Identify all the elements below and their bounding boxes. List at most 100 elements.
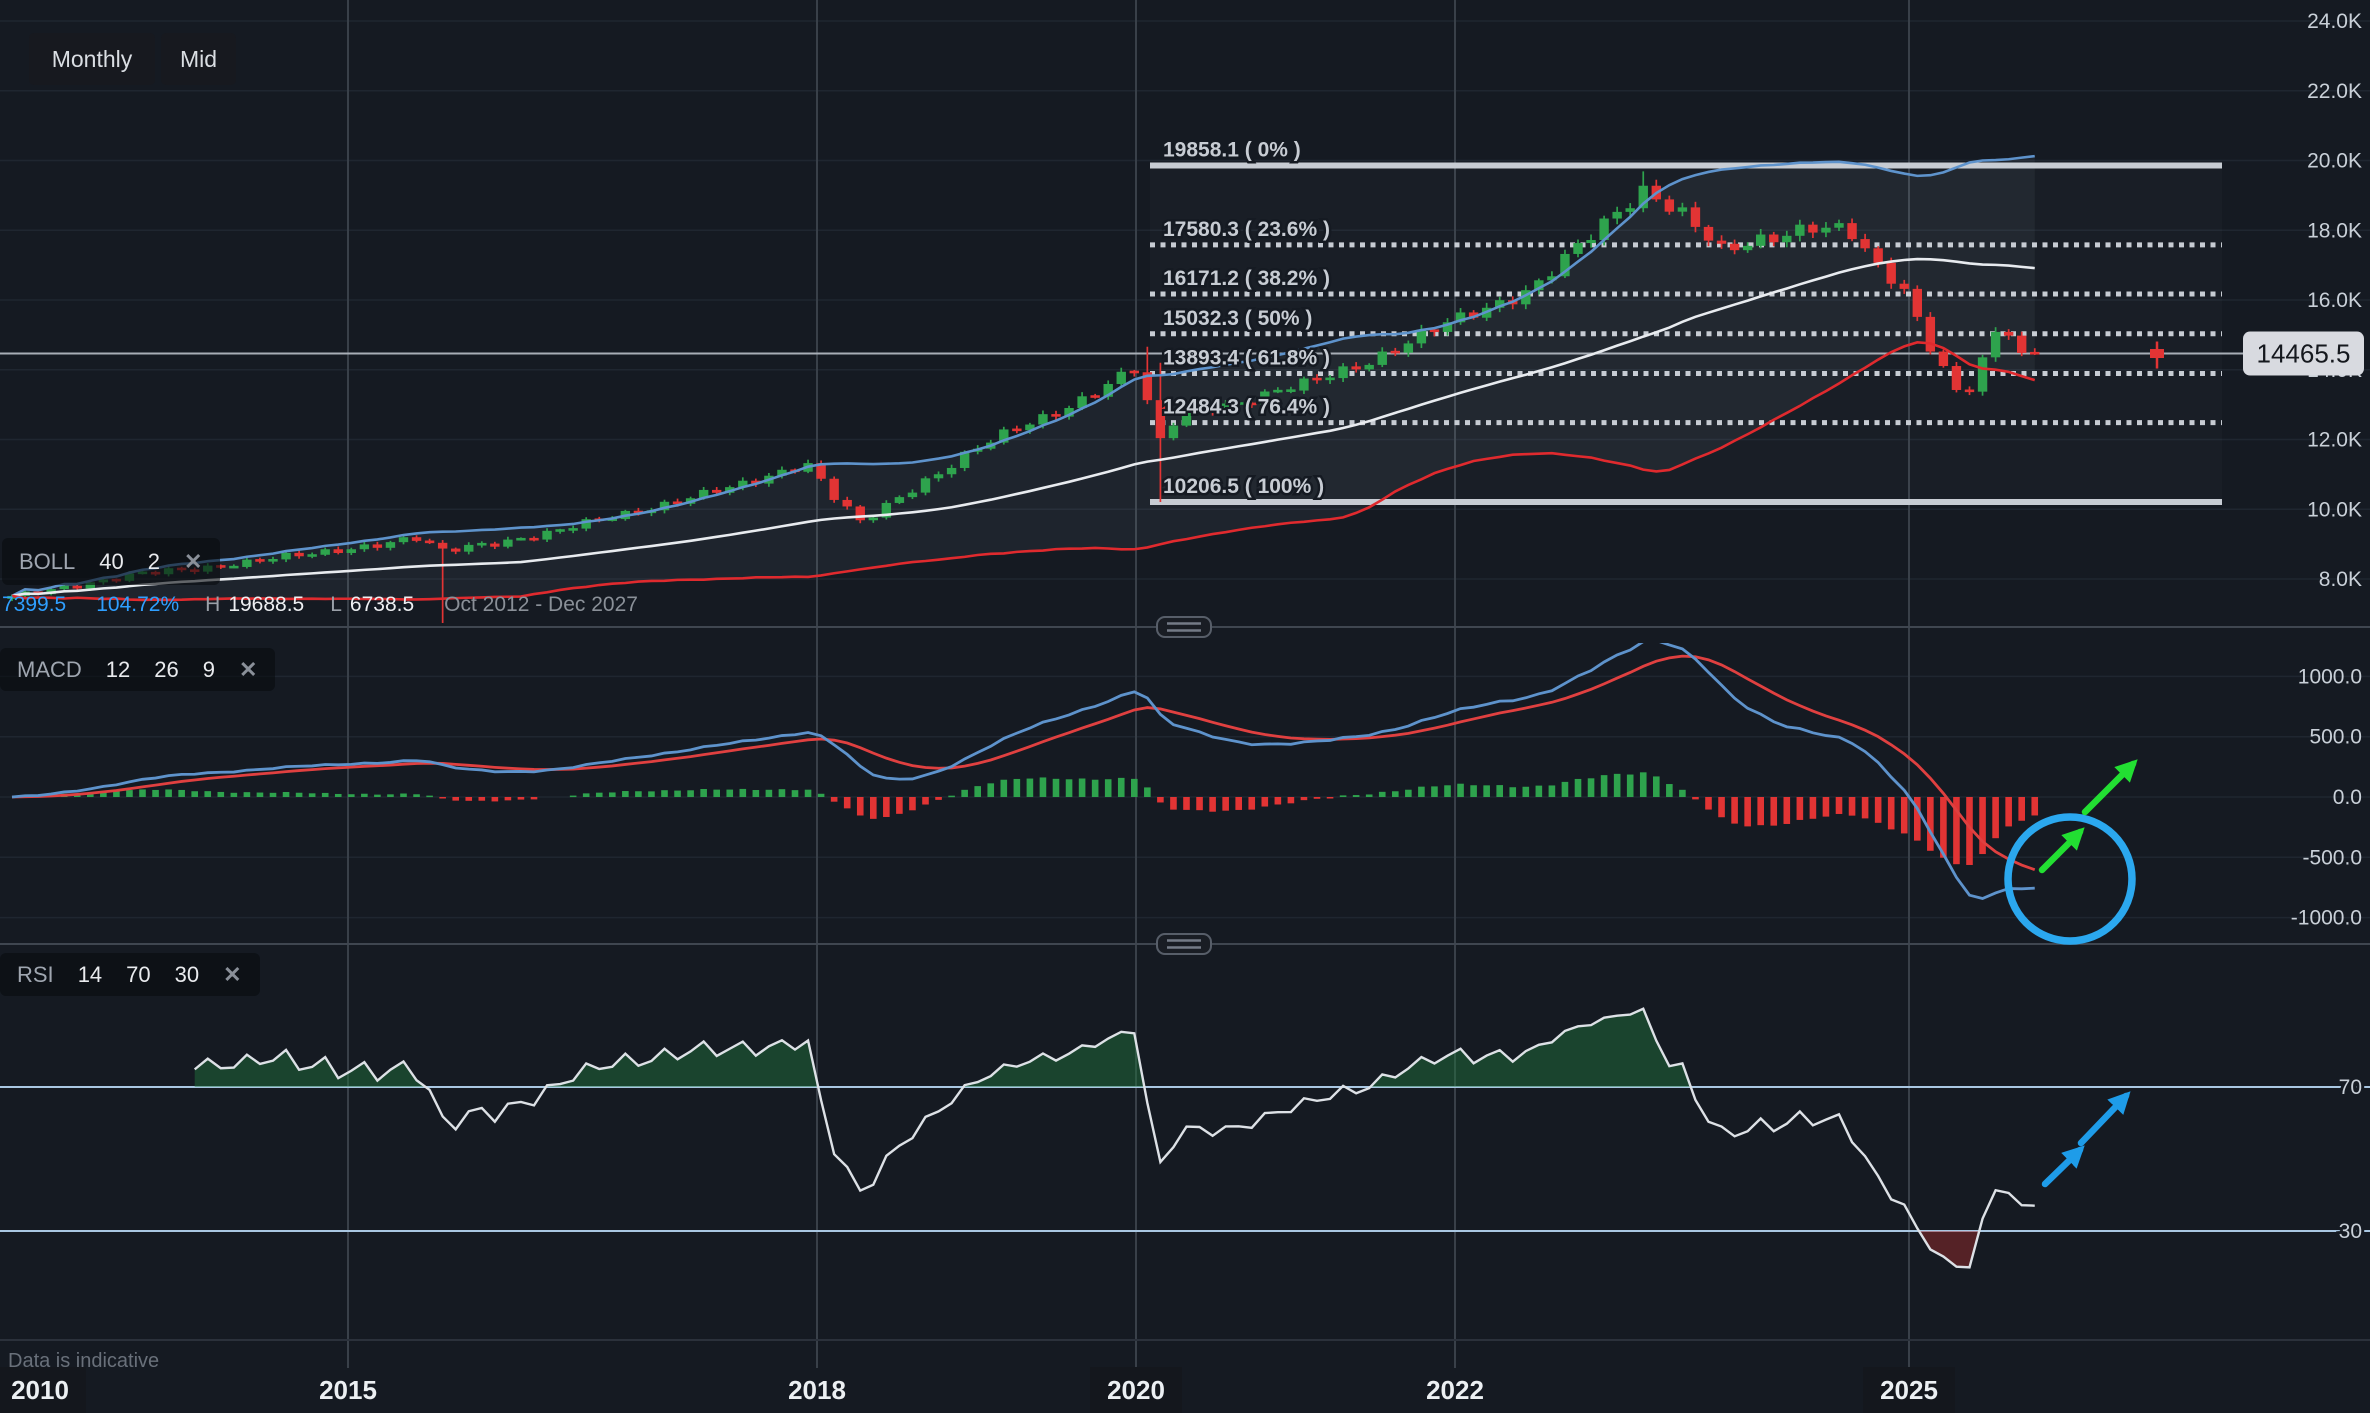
annotation-green-arrow [2081, 759, 2138, 816]
macd-signal-line [11, 654, 2036, 871]
candle [503, 539, 513, 547]
macd-hist-bar [413, 794, 420, 797]
candle [542, 530, 552, 540]
macd-hist-bar [1953, 797, 1960, 865]
candle [1912, 288, 1922, 317]
price-type-button[interactable]: Mid [161, 33, 236, 85]
price-axis-label: 24.0K [2307, 10, 2362, 33]
candle [1729, 243, 1740, 251]
macd-hist-bar [883, 797, 890, 817]
macd-hist-bar [1874, 797, 1882, 823]
candle [855, 506, 865, 521]
rsi-close-icon[interactable]: ✕ [223, 961, 242, 987]
macd-hist-bar [204, 791, 212, 797]
macd-hist-bar [87, 792, 94, 797]
panel-resize-handle[interactable] [1156, 933, 1212, 955]
candle [1599, 218, 1609, 240]
macd-hist-bar [1287, 797, 1295, 804]
macd-axis-label: 0.0 [2333, 786, 2362, 809]
rsi-overbought-fill [194, 1008, 2035, 1087]
candle [712, 489, 722, 493]
macd-hist-bar [2031, 797, 2039, 816]
macd-param-signal: 9 [202, 656, 215, 682]
macd-hist-bar [713, 789, 720, 797]
x-label-chip [0, 1367, 86, 1413]
candle [816, 463, 826, 479]
macd-hist-bar [1796, 797, 1804, 820]
candle [1155, 400, 1166, 439]
bollinger-band-fill [12, 156, 2035, 600]
rsi-panel [0, 1007, 2370, 1269]
macd-hist-bar [870, 797, 877, 819]
panel-resize-handle[interactable] [1156, 616, 1212, 638]
macd-hist-bar [948, 795, 955, 798]
macd-hist-bar [1091, 779, 1099, 797]
candle [1847, 223, 1857, 240]
ohlc-info-line: 7399.5 104.72% H 19688.5 L 6738.5 Oct 20… [2, 591, 638, 618]
candle [1038, 414, 1048, 425]
macd-hist-bar [1144, 787, 1151, 797]
candle [1977, 357, 1988, 392]
candle [477, 542, 487, 546]
candle [1925, 316, 1936, 352]
candle [1560, 253, 1570, 277]
annotation-blue-arrow [2041, 1145, 2085, 1188]
candle [1351, 366, 1361, 370]
macd-axis-label: 500.0 [2309, 726, 2362, 749]
macd-axis-label: -500.0 [2302, 846, 2362, 869]
macd-hist-bar [856, 797, 864, 816]
macd-hist-bar [1235, 797, 1242, 810]
interval-button[interactable]: Monthly [29, 33, 155, 85]
rsi-param-os: 30 [174, 961, 200, 987]
macd-hist-bar [1313, 797, 1321, 799]
macd-hist-bar [609, 792, 616, 797]
macd-hist-bar [1522, 786, 1530, 797]
macd-hist-bar [582, 793, 590, 797]
macd-hist-bar [439, 797, 446, 799]
x-label-chip [1090, 1367, 1182, 1413]
macd-name: MACD [17, 656, 82, 682]
candle [1194, 404, 1205, 408]
macd-close-icon[interactable]: ✕ [239, 656, 258, 682]
boll-close-icon[interactable]: ✕ [184, 548, 203, 574]
macd-hist-bar [1535, 785, 1543, 797]
macd-hist-bar [1574, 778, 1582, 797]
fib-level-label: 19858.1 ( 0% ) [1163, 138, 1301, 161]
candle [738, 480, 748, 488]
macd-axis-label: 1000.0 [2298, 665, 2362, 688]
macd-hist-bar [1731, 797, 1738, 824]
macd-hist-bar [569, 795, 577, 798]
macd-hist-bar [843, 797, 851, 809]
fib-level-label: 13893.4 ( 61.8% ) [1163, 346, 1330, 369]
info-high-value: 19688.5 [228, 592, 305, 616]
macd-hist-bar [334, 793, 342, 797]
macd-hist-bar [1914, 797, 1921, 841]
macd-hist-bar [1431, 786, 1438, 797]
candle [1834, 223, 1844, 228]
last-price-tag: 14465.5 [2243, 331, 2364, 376]
macd-hist-bar [1274, 797, 1282, 805]
price-panel [0, 154, 2243, 623]
candle [2030, 351, 2040, 355]
macd-hist-bar [165, 789, 172, 797]
macd-hist-bar [1783, 797, 1791, 824]
candle [268, 559, 278, 562]
rsi-param-ob: 70 [126, 961, 151, 987]
macd-hist-bar [452, 797, 459, 801]
candle [1273, 389, 1283, 393]
candle [294, 552, 304, 557]
macd-hist-bar [622, 791, 629, 797]
macd-hist-bar [178, 789, 185, 797]
macd-hist-bar [1770, 797, 1778, 826]
grip-pill [1156, 616, 1212, 638]
candle [881, 502, 892, 518]
macd-hist-bar [1470, 785, 1477, 797]
macd-hist-bar [282, 792, 290, 797]
candle [1286, 389, 1296, 392]
candle [411, 537, 422, 541]
x-axis-label: 2015 [319, 1375, 377, 1405]
macd-hist-bar [374, 794, 381, 797]
candle [777, 469, 787, 476]
